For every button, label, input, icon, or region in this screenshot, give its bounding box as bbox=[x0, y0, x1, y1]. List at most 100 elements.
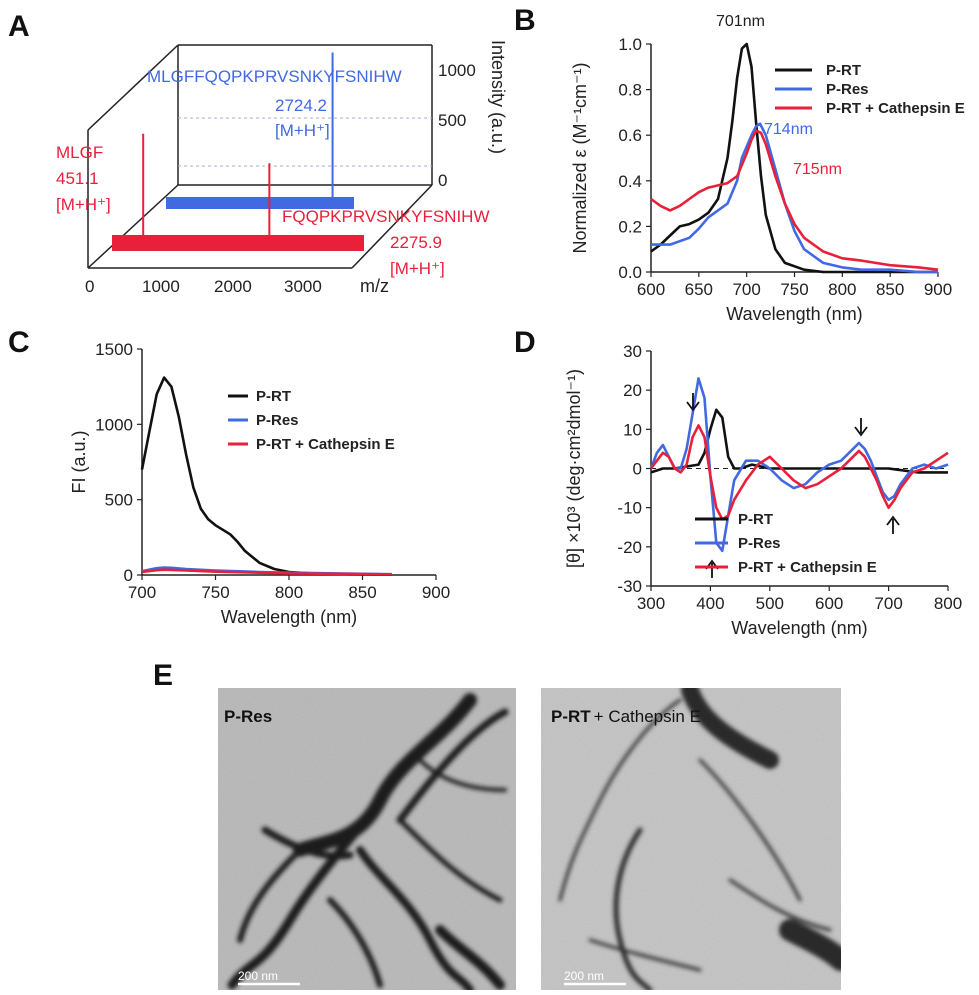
ytick-label: 0 bbox=[438, 171, 447, 190]
cd-arrows bbox=[686, 393, 900, 578]
p-res-baseline bbox=[166, 197, 354, 209]
p-res-sequence: MLGFFQQPKPRVSNKYFSNIHW bbox=[147, 67, 402, 86]
box-edge bbox=[87, 184, 179, 269]
box-edge bbox=[351, 184, 433, 269]
xtick-label: 750 bbox=[780, 280, 808, 299]
ytick-label: -20 bbox=[617, 538, 642, 557]
fragment1-sequence: MLGF bbox=[56, 143, 103, 162]
ytick-label: 0.0 bbox=[618, 263, 642, 282]
cathepsin-baseline bbox=[112, 235, 364, 251]
ytick-label: 10 bbox=[623, 420, 642, 439]
xtick-label: 900 bbox=[422, 583, 450, 602]
legend-label-cathepsin: P-RT + Cathepsin E bbox=[738, 559, 877, 576]
legend-label-p-rt: P-RT bbox=[826, 62, 861, 79]
legend-b: P-RT P-Res P-RT + Cathepsin E bbox=[775, 62, 965, 117]
tem-label-p-res: P-Res bbox=[224, 707, 272, 726]
peak-label-715: 715nm bbox=[793, 161, 842, 178]
xtick-label: 800 bbox=[828, 280, 856, 299]
xtick-label: 700 bbox=[874, 594, 902, 613]
x-axis-title: m/z bbox=[360, 276, 389, 296]
series-line-p-rt bbox=[140, 376, 392, 576]
legend-label-p-res: P-Res bbox=[826, 81, 869, 98]
fragment1-mz: 451.1 bbox=[56, 169, 99, 188]
panel-b-absorbance: 600 650 700 750 800 850 900 0.0 0.2 0.4 0.6 0.8 1.0 W… bbox=[570, 13, 965, 324]
x-axis-title: Wavelength (nm) bbox=[221, 607, 357, 627]
arrow-up-icon bbox=[705, 559, 719, 578]
xtick-label: 600 bbox=[637, 280, 665, 299]
legend-label-p-res: P-Res bbox=[256, 412, 299, 429]
axes-b: 600 650 700 750 800 850 900 0.0 0.2 0.4 0.6 0.8 1.0 W… bbox=[570, 35, 952, 324]
y-axis-title: [θ] ×10³ (deg·cm²dmol⁻¹) bbox=[564, 369, 584, 568]
panel-letter-e: E bbox=[153, 659, 173, 692]
ytick-label: 0.6 bbox=[618, 126, 642, 145]
ytick-label: 1000 bbox=[438, 61, 476, 80]
box-edge bbox=[87, 44, 179, 131]
ytick-label: 1000 bbox=[95, 415, 133, 434]
axes-d: 300 400 500 600 700 800 -30 -20 -10 0 10 20 30 Wavele… bbox=[564, 342, 962, 638]
fragment1-ion: [M+H⁺] bbox=[56, 195, 111, 214]
panel-d-circular-dichroism: 300 400 500 600 700 800 -30 -20 -10 0 10 20 30 Wavele… bbox=[564, 342, 962, 638]
panel-letter-a: A bbox=[8, 10, 30, 43]
xtick-label: 400 bbox=[696, 594, 724, 613]
series-line-p-rt-cathepsin-e bbox=[649, 424, 949, 521]
xtick-label: 850 bbox=[348, 583, 376, 602]
lines-b bbox=[650, 42, 939, 274]
xtick-label: 0 bbox=[85, 277, 94, 296]
ytick-label: 0 bbox=[124, 566, 133, 585]
xtick-label: 300 bbox=[637, 594, 665, 613]
y-axis-title: FI (a.u.) bbox=[69, 430, 89, 493]
series-line-p-rt-cathepsin-e bbox=[650, 129, 939, 271]
y-axis-title: Intensity (a.u.) bbox=[488, 40, 508, 154]
arrow-up-icon bbox=[886, 515, 900, 534]
series-line-p-rt bbox=[650, 408, 948, 474]
scale-bar-label: 200 nm bbox=[564, 969, 604, 983]
peak-label-714: 714nm bbox=[764, 121, 813, 138]
legend-d: P-RT P-Res P-RT + Cathepsin E bbox=[695, 511, 877, 576]
xtick-label: 800 bbox=[275, 583, 303, 602]
fragment2-ion: [M+H⁺] bbox=[390, 259, 445, 278]
ytick-label: 1.0 bbox=[618, 35, 642, 54]
xtick-label: 2000 bbox=[214, 277, 252, 296]
tem-label-bold: P-RT bbox=[551, 707, 591, 726]
legend-label-cathepsin: P-RT + Cathepsin E bbox=[826, 100, 965, 117]
lines-c bbox=[140, 376, 392, 576]
ytick-label: 30 bbox=[623, 342, 642, 361]
scale-bar-label: 200 nm bbox=[238, 969, 278, 983]
tem-label-rest: + Cathepsin E bbox=[594, 707, 701, 726]
peak-label-701: 701nm bbox=[716, 13, 765, 30]
panel-letter-d: D bbox=[514, 326, 536, 359]
arrow-down-icon bbox=[854, 418, 868, 437]
x-axis-title: Wavelength (nm) bbox=[726, 304, 862, 324]
ytick-label: -10 bbox=[617, 499, 642, 518]
series-line-p-rt bbox=[650, 42, 938, 274]
legend-c: P-RT P-Res P-RT + Cathepsin E bbox=[228, 388, 395, 453]
xtick-label: 600 bbox=[815, 594, 843, 613]
p-res-ion: [M+H⁺] bbox=[275, 121, 330, 140]
lines-d bbox=[649, 377, 949, 553]
panel-letter-b: B bbox=[514, 4, 536, 37]
xtick-label: 800 bbox=[934, 594, 962, 613]
p-res-mz: 2724.2 bbox=[275, 96, 327, 115]
xtick-label: 750 bbox=[201, 583, 229, 602]
tem-image-p-res: P-Res 200 nm bbox=[218, 688, 516, 990]
series-line-p-res bbox=[649, 377, 949, 553]
ytick-label: 0.8 bbox=[618, 81, 642, 100]
ytick-label: 0.4 bbox=[618, 172, 642, 191]
fiber-network bbox=[558, 688, 841, 990]
panel-c-fluorescence: 700 750 800 850 900 0 500 1000 1500 Wavelength (n… bbox=[69, 340, 450, 627]
fragment2-sequence: FQQPKPRVSNKYFSNIHW bbox=[282, 207, 490, 226]
ytick-label: 500 bbox=[105, 491, 133, 510]
legend-label-p-rt: P-RT bbox=[738, 511, 773, 528]
xtick-label: 700 bbox=[128, 583, 156, 602]
xtick-label: 3000 bbox=[284, 277, 322, 296]
xtick-label: 500 bbox=[756, 594, 784, 613]
xtick-label: 900 bbox=[924, 280, 952, 299]
tem-image-p-rt-cathepsin: P-RT + Cathepsin E 200 nm bbox=[541, 688, 841, 990]
series-line-p-res bbox=[651, 122, 938, 274]
legend-label-p-res: P-Res bbox=[738, 535, 781, 552]
axes-c: 700 750 800 850 900 0 500 1000 1500 Wavelength (n… bbox=[69, 340, 450, 627]
xtick-label: 850 bbox=[876, 280, 904, 299]
ytick-label: 0.2 bbox=[618, 217, 642, 236]
legend-label-p-rt: P-RT bbox=[256, 388, 291, 405]
